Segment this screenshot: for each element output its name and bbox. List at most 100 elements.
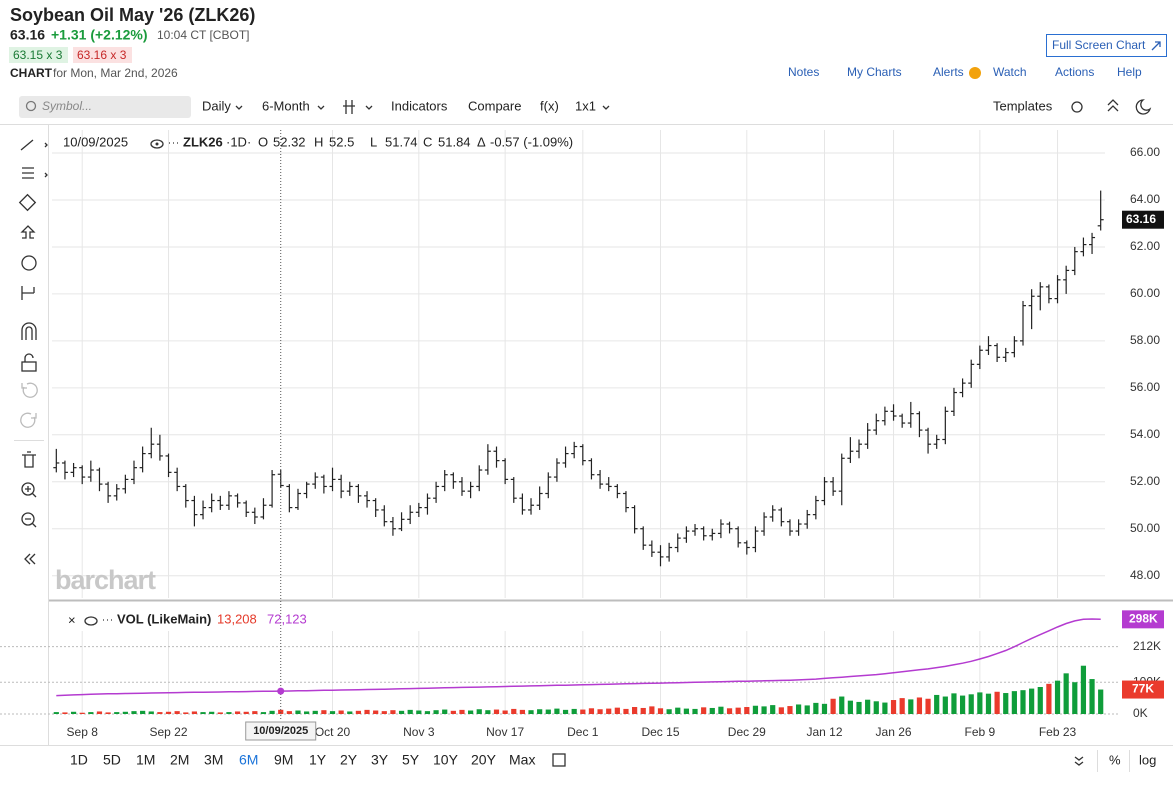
volume-bar: [96, 711, 103, 714]
toolbar-item[interactable]: Compare: [468, 98, 521, 113]
volume-bar: [381, 711, 387, 714]
crosshair-dot: [277, 687, 285, 695]
volume-bar: [908, 699, 914, 714]
average-badge-label: 298K: [1129, 612, 1158, 626]
range-button[interactable]: 1D: [70, 752, 88, 768]
volume-bar: [821, 703, 828, 714]
volume-bar: [994, 691, 1000, 714]
range-button[interactable]: 9M: [274, 752, 293, 768]
volume-bar: [873, 701, 879, 714]
volume-bar: [1063, 673, 1069, 714]
header-link[interactable]: My Charts: [847, 65, 902, 79]
volume-bar: [640, 707, 646, 714]
volume-bar: [537, 709, 543, 714]
volume-bar: [122, 711, 128, 714]
price-change: +1.31 (+2.12%): [51, 27, 148, 43]
legend-change-symbol: Δ: [477, 134, 486, 149]
volume-bar: [114, 712, 120, 714]
volume-bar: [890, 700, 897, 714]
x-tick-label: Sep 22: [149, 725, 187, 739]
chart-date: for Mon, Mar 2nd, 2026: [53, 66, 178, 80]
full-screen-label: Full Screen Chart: [1052, 38, 1146, 52]
volume-bar: [442, 709, 448, 714]
volume-bar: [217, 712, 223, 714]
toolbar-item[interactable]: Daily: [202, 98, 231, 113]
close-icon[interactable]: ×: [68, 612, 76, 627]
volume-bar: [1046, 683, 1052, 714]
scale-button[interactable]: log: [1139, 752, 1156, 767]
range-button[interactable]: 5D: [103, 752, 121, 768]
x-tick-label: Dec 15: [641, 725, 679, 739]
volume-bar: [709, 707, 715, 714]
visibility-icon[interactable]: [150, 139, 164, 149]
footer-collapse[interactable]: [1074, 756, 1084, 766]
volume-bar: [476, 709, 482, 714]
collapse-icon[interactable]: [1107, 99, 1119, 112]
scale-button[interactable]: %: [1109, 752, 1121, 767]
volume-bar: [839, 696, 845, 714]
x-tick-label: Dec 29: [728, 725, 766, 739]
toolbar-item[interactable]: f(x): [540, 98, 559, 113]
volume-bar: [959, 695, 966, 714]
volume-bar: [649, 706, 655, 714]
theme-icon[interactable]: [1135, 99, 1152, 115]
legend-field: H: [314, 134, 323, 149]
x-tick-label: Nov 17: [486, 725, 524, 739]
header-link[interactable]: Help: [1117, 65, 1142, 79]
last-price-badge: [1122, 210, 1164, 229]
header-link[interactable]: Notes: [788, 65, 819, 79]
volume-bar: [269, 710, 275, 714]
y-tick-label: 52.00: [1130, 474, 1160, 488]
range-button[interactable]: 1M: [136, 752, 155, 768]
settings-icon[interactable]: [1071, 101, 1083, 113]
search-placeholder: Symbol...: [42, 99, 92, 113]
header-link[interactable]: Alerts: [933, 65, 964, 79]
toolbar-item[interactable]: Indicators: [391, 98, 448, 113]
volume-bar: [70, 711, 77, 714]
range-button[interactable]: 3Y: [371, 752, 389, 768]
visibility-pupil: [155, 142, 159, 146]
volume-bar: [502, 710, 508, 714]
volume-bar: [1011, 691, 1017, 714]
toolbar-item[interactable]: 6-Month: [262, 98, 310, 113]
volume-bar: [804, 705, 810, 714]
volume-bar: [468, 710, 474, 714]
range-button[interactable]: 2Y: [340, 752, 358, 768]
y-tick-label: 62.00: [1130, 239, 1160, 253]
volume-bar: [528, 710, 534, 714]
volume-bar: [951, 693, 957, 714]
toolbar-item[interactable]: Templates: [993, 98, 1053, 113]
volume-bar: [493, 709, 500, 714]
toolbar-item[interactable]: 1x1: [575, 98, 596, 113]
range-button[interactable]: 6M: [239, 752, 258, 768]
range-button[interactable]: 20Y: [471, 752, 497, 768]
header-link[interactable]: Watch: [993, 65, 1027, 79]
toolbar-glyphs: [235, 100, 610, 114]
volume-bar: [105, 712, 111, 714]
volume-bar: [1080, 665, 1087, 714]
volume-bar: [200, 712, 206, 714]
range-button[interactable]: Max: [509, 752, 535, 768]
visibility-icon[interactable]: [84, 616, 98, 626]
symbol-search[interactable]: [19, 96, 191, 118]
range-button[interactable]: 1Y: [309, 752, 327, 768]
average-badge: [1122, 610, 1164, 629]
y-tick-label: 48.00: [1130, 568, 1160, 582]
alerts-badge: [969, 67, 981, 79]
legend-interval: ·1D·: [226, 134, 251, 149]
range-button[interactable]: 3M: [204, 752, 223, 768]
range-button[interactable]: 2M: [170, 752, 189, 768]
y-tick-label: 54.00: [1130, 427, 1160, 441]
drawing-tools[interactable]: [14, 139, 48, 565]
volume-bar: [278, 709, 284, 714]
full-screen-button[interactable]: [1046, 34, 1167, 57]
volume-bar: [847, 700, 853, 714]
volume-bar: [347, 711, 353, 714]
range-button[interactable]: 10Y: [433, 752, 459, 768]
header-link[interactable]: Actions: [1055, 65, 1094, 79]
volume-bar: [485, 710, 491, 714]
watermark: barchart: [55, 565, 156, 595]
range-button[interactable]: 5Y: [402, 752, 420, 768]
volume-bar: [234, 711, 241, 714]
calendar-icon[interactable]: [552, 753, 566, 767]
